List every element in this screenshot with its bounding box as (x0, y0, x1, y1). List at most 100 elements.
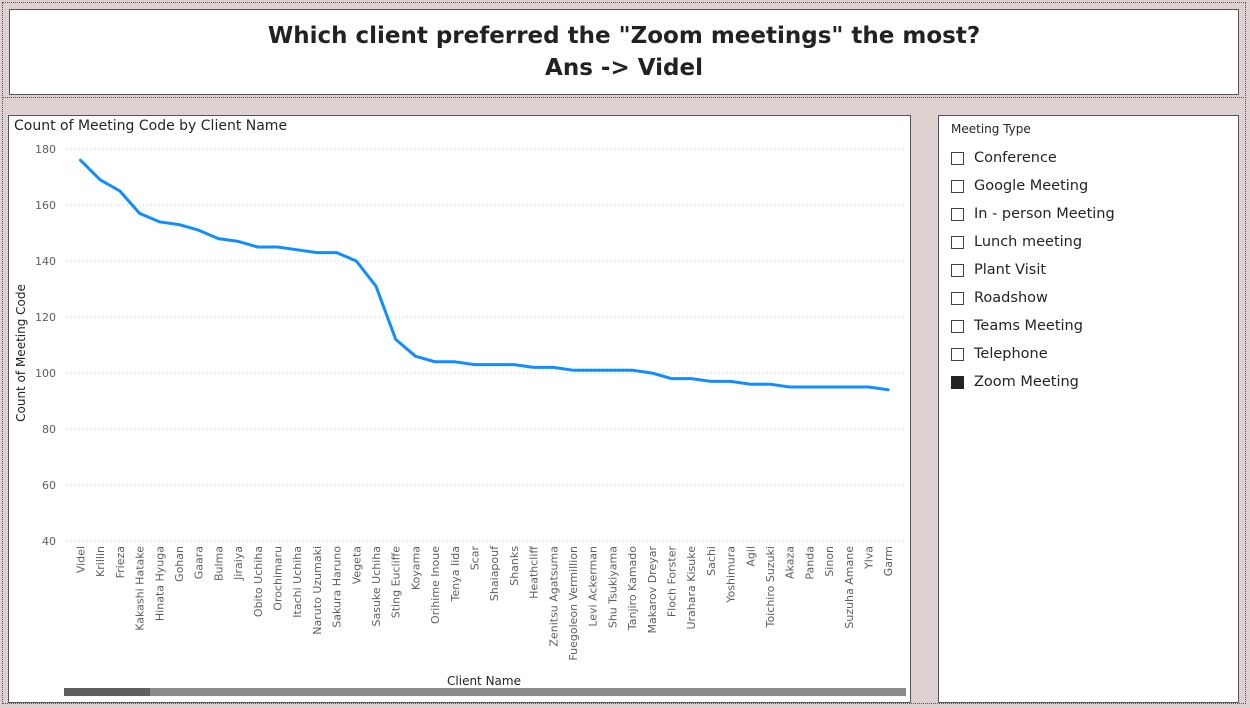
data-point[interactable] (314, 250, 320, 256)
x-tick-label: Gaara (193, 546, 206, 579)
data-point[interactable] (846, 384, 852, 390)
x-tick-label: Heathcliff (528, 546, 541, 599)
x-tick-label: Shanks (508, 546, 521, 586)
data-point[interactable] (511, 362, 517, 368)
slicer-item[interactable]: Roadshow (951, 284, 1115, 312)
slicer-item[interactable]: Telephone (951, 340, 1115, 368)
x-axis-scrollbar[interactable] (64, 688, 906, 696)
x-tick-label: Floch Forster (666, 546, 679, 618)
slicer-item-label: Teams Meeting (974, 318, 1083, 334)
slicer-item[interactable]: Conference (951, 144, 1115, 172)
x-tick-label: Sakura Haruno (331, 546, 344, 628)
series-line[interactable] (79, 158, 890, 392)
x-tick-label: Shu Tsukiyama (606, 546, 619, 628)
data-point[interactable] (412, 353, 418, 359)
checkbox-unchecked[interactable] (951, 207, 964, 221)
x-tick-label: Shaiapouf (488, 545, 501, 601)
x-tick-label: Krillin (94, 546, 107, 577)
x-tick-label: Sachi (705, 546, 718, 576)
data-point[interactable] (767, 381, 773, 387)
x-tick-label: Sinon (823, 546, 836, 577)
slicer-item-label: Lunch meeting (974, 234, 1083, 250)
data-point[interactable] (531, 364, 537, 370)
data-point[interactable] (353, 258, 359, 264)
x-tick-label: Kakashi Hatake (134, 546, 147, 631)
line-chart-visual[interactable]: Count of Meeting Code by Client Name 40 6… (8, 115, 911, 703)
y-tick-label: 60 (42, 479, 56, 492)
data-point[interactable] (570, 367, 576, 373)
data-point[interactable] (649, 370, 655, 376)
checkbox-unchecked[interactable] (951, 235, 964, 249)
data-point[interactable] (176, 222, 182, 228)
data-point[interactable] (826, 384, 832, 390)
data-point[interactable] (334, 250, 340, 256)
y-tick-label: 40 (42, 535, 56, 548)
title-card: Which client preferred the "Zoom meeting… (9, 9, 1239, 95)
slicer-item[interactable]: Zoom Meeting (951, 368, 1115, 396)
checkbox-unchecked[interactable] (951, 291, 964, 305)
data-point[interactable] (787, 384, 793, 390)
data-point[interactable] (78, 157, 84, 163)
x-tick-label: Itachi Uchiha (291, 546, 304, 618)
checkbox-unchecked[interactable] (951, 179, 964, 193)
slicer-item[interactable]: Teams Meeting (951, 312, 1115, 340)
slicer-item[interactable]: In - person Meeting (951, 200, 1115, 228)
data-point[interactable] (472, 362, 478, 368)
data-point[interactable] (97, 177, 103, 183)
data-point[interactable] (215, 236, 221, 242)
x-tick-label: Hinata Hyuga (153, 546, 166, 621)
data-point[interactable] (550, 364, 556, 370)
data-point[interactable] (747, 381, 753, 387)
data-point[interactable] (590, 367, 596, 373)
data-point[interactable] (728, 378, 734, 384)
data-point[interactable] (156, 219, 162, 225)
data-point[interactable] (452, 359, 458, 365)
data-point[interactable] (629, 367, 635, 373)
y-tick-label: 100 (35, 367, 56, 380)
slicer-item-label: Telephone (974, 346, 1048, 362)
data-point[interactable] (137, 210, 143, 216)
data-point[interactable] (669, 376, 675, 382)
data-point[interactable] (117, 188, 123, 194)
data-point[interactable] (866, 384, 872, 390)
x-tick-label: Suzuha Amane (843, 546, 856, 629)
y-tick-label: 140 (35, 255, 56, 268)
data-point[interactable] (373, 283, 379, 289)
checkbox-unchecked[interactable] (951, 151, 964, 165)
line-chart: 40 60 80 100 120 140 160 180 Count of Meeting Co… (14, 143, 904, 688)
checkbox-unchecked[interactable] (951, 263, 964, 277)
x-tick-label: Scar (469, 546, 482, 571)
x-tick-label: Makarov Dreyar (646, 546, 659, 634)
x-tick-label: Akaza (784, 546, 797, 579)
checkbox-unchecked[interactable] (951, 347, 964, 361)
data-point[interactable] (885, 387, 891, 393)
data-point[interactable] (708, 378, 714, 384)
x-tick-label: Bulma (212, 546, 225, 581)
checkbox-checked[interactable] (951, 375, 964, 389)
data-point[interactable] (275, 244, 281, 250)
slicer-item[interactable]: Lunch meeting (951, 228, 1115, 256)
data-point[interactable] (432, 359, 438, 365)
data-point[interactable] (196, 227, 202, 233)
slicer-item-label: In - person Meeting (974, 206, 1115, 222)
data-point[interactable] (255, 244, 261, 250)
slicer-item[interactable]: Plant Visit (951, 256, 1115, 284)
data-point[interactable] (609, 367, 615, 373)
y-tick-label: 160 (35, 199, 56, 212)
data-point[interactable] (806, 384, 812, 390)
data-point[interactable] (491, 362, 497, 368)
slicer-list: Conference Google Meeting In - person Meet… (951, 144, 1115, 396)
x-tick-label: Tanjiro Kamado (626, 546, 639, 631)
x-axis-scrollbar-thumb[interactable] (64, 688, 150, 696)
slicer-item[interactable]: Google Meeting (951, 172, 1115, 200)
data-point[interactable] (393, 336, 399, 342)
data-point[interactable] (235, 238, 241, 244)
x-tick-label: Urahara Kisuke (685, 546, 698, 630)
data-point[interactable] (294, 247, 300, 253)
y-axis-title: Count of Meeting Code (14, 284, 28, 422)
checkbox-unchecked[interactable] (951, 319, 964, 333)
data-point[interactable] (688, 376, 694, 382)
x-tick-label: Naruto Uzumaki (311, 546, 324, 635)
x-tick-label: Ylva (863, 546, 876, 570)
x-tick-label: Obito Uchiha (252, 546, 265, 617)
